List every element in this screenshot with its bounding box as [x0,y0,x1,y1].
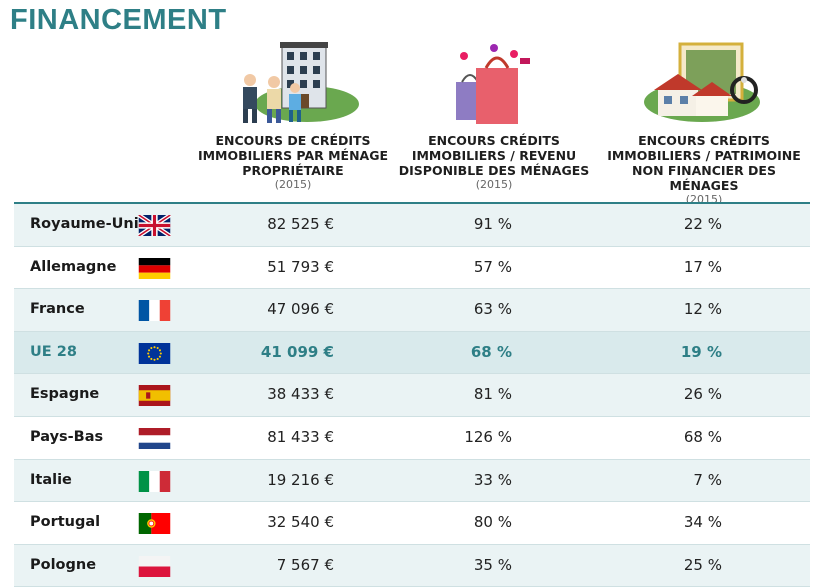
column-header-1: ENCOURS DE CRÉDITS IMMOBILIERS PAR MÉNAG… [193,133,393,191]
house-jewelry-icon [644,42,760,122]
cell-credit-wealth-ratio: 17 % [683,257,722,276]
table-row: Portugal 32 540 € 80 % 34 % [14,502,810,545]
cell-credit-per-household: 47 096 € [267,300,334,319]
cell-credit-wealth-ratio: 19 % [680,342,722,361]
column-header-1-year: (2015) [274,178,312,191]
country-name: Pays-Bas [30,428,104,445]
cell-credit-income-ratio: 81 % [473,385,512,404]
column-header-2-text: ENCOURS CRÉDITS IMMOBILIERS / REVENU DIS… [398,133,590,178]
cell-credit-wealth-ratio: 68 % [683,427,722,446]
owner-family-building-icon [243,42,359,123]
column-header-1-text: ENCOURS DE CRÉDITS IMMOBILIERS PAR MÉNAG… [197,133,389,178]
table-row: Pays-Bas 81 433 € 126 % 68 % [14,417,810,460]
poland-flag-icon [138,555,171,577]
column-header-2: ENCOURS CRÉDITS IMMOBILIERS / REVENU DIS… [394,133,594,191]
column-header-2-year: (2015) [475,178,513,191]
cell-credit-wealth-ratio: 22 % [683,215,722,233]
country-name: Royaume-Uni [30,216,139,232]
cell-credit-wealth-ratio: 7 % [693,470,722,489]
table-row: France 47 096 € 63 % 12 % [14,289,810,332]
column-header-3-text: ENCOURS CRÉDITS IMMOBILIERS / PATRIMOINE… [607,133,801,193]
cell-credit-income-ratio: 68 % [470,342,512,361]
table-row-highlight: UE 28 41 099 € 68 % 19 % [14,331,810,375]
netherlands-flag-icon [138,427,171,449]
cell-credit-per-household: 7 567 € [276,555,334,574]
table-row: Allemagne 51 793 € 57 % 17 % [14,247,810,290]
cell-credit-income-ratio: 126 % [464,427,512,446]
table-row: Italie 19 216 € 33 % 7 % [14,459,810,503]
cell-credit-per-household: 19 216 € [267,470,334,489]
cell-credit-income-ratio: 63 % [473,300,512,319]
cell-credit-per-household: 41 099 € [260,342,334,361]
country-name: Portugal [30,514,101,531]
cell-credit-wealth-ratio: 34 % [683,513,722,532]
uk-flag-icon [138,215,171,236]
italy-flag-icon [138,470,171,492]
cell-credit-wealth-ratio: 12 % [683,300,722,319]
cell-credit-income-ratio: 35 % [473,555,512,574]
cell-credit-income-ratio: 57 % [473,257,512,276]
eu-flag-icon [138,342,171,364]
cell-credit-income-ratio: 91 % [473,215,512,233]
column-header-3: ENCOURS CRÉDITS IMMOBILIERS / PATRIMOINE… [604,133,804,206]
country-name: France [30,301,85,318]
table-row: Espagne 38 433 € 81 % 26 % [14,374,810,417]
shopping-bags-icon [456,44,530,124]
spain-flag-icon [138,385,171,407]
cell-credit-wealth-ratio: 26 % [683,385,722,404]
country-name: Italie [30,471,72,488]
france-flag-icon [138,300,171,322]
data-table: Royaume-Uni 82 525 € 91 % 22 % Allemagne… [14,202,810,587]
country-name: UE 28 [30,343,77,360]
cell-credit-per-household: 38 433 € [267,385,334,404]
cell-credit-income-ratio: 80 % [473,513,512,532]
portugal-flag-icon [138,513,171,535]
page-title: FINANCEMENT [10,4,227,36]
germany-flag-icon [138,257,171,279]
table-row: Royaume-Uni 82 525 € 91 % 22 % [14,202,810,247]
cell-credit-per-household: 82 525 € [267,215,334,233]
cell-credit-per-household: 51 793 € [267,257,334,276]
cell-credit-wealth-ratio: 25 % [683,555,722,574]
cell-credit-per-household: 32 540 € [267,513,334,532]
cell-credit-per-household: 81 433 € [267,427,334,446]
country-name: Pologne [30,556,97,573]
cell-credit-income-ratio: 33 % [473,470,512,489]
table-row: Pologne 7 567 € 35 % 25 % [14,544,810,587]
country-name: Allemagne [30,258,117,275]
country-name: Espagne [30,386,100,403]
